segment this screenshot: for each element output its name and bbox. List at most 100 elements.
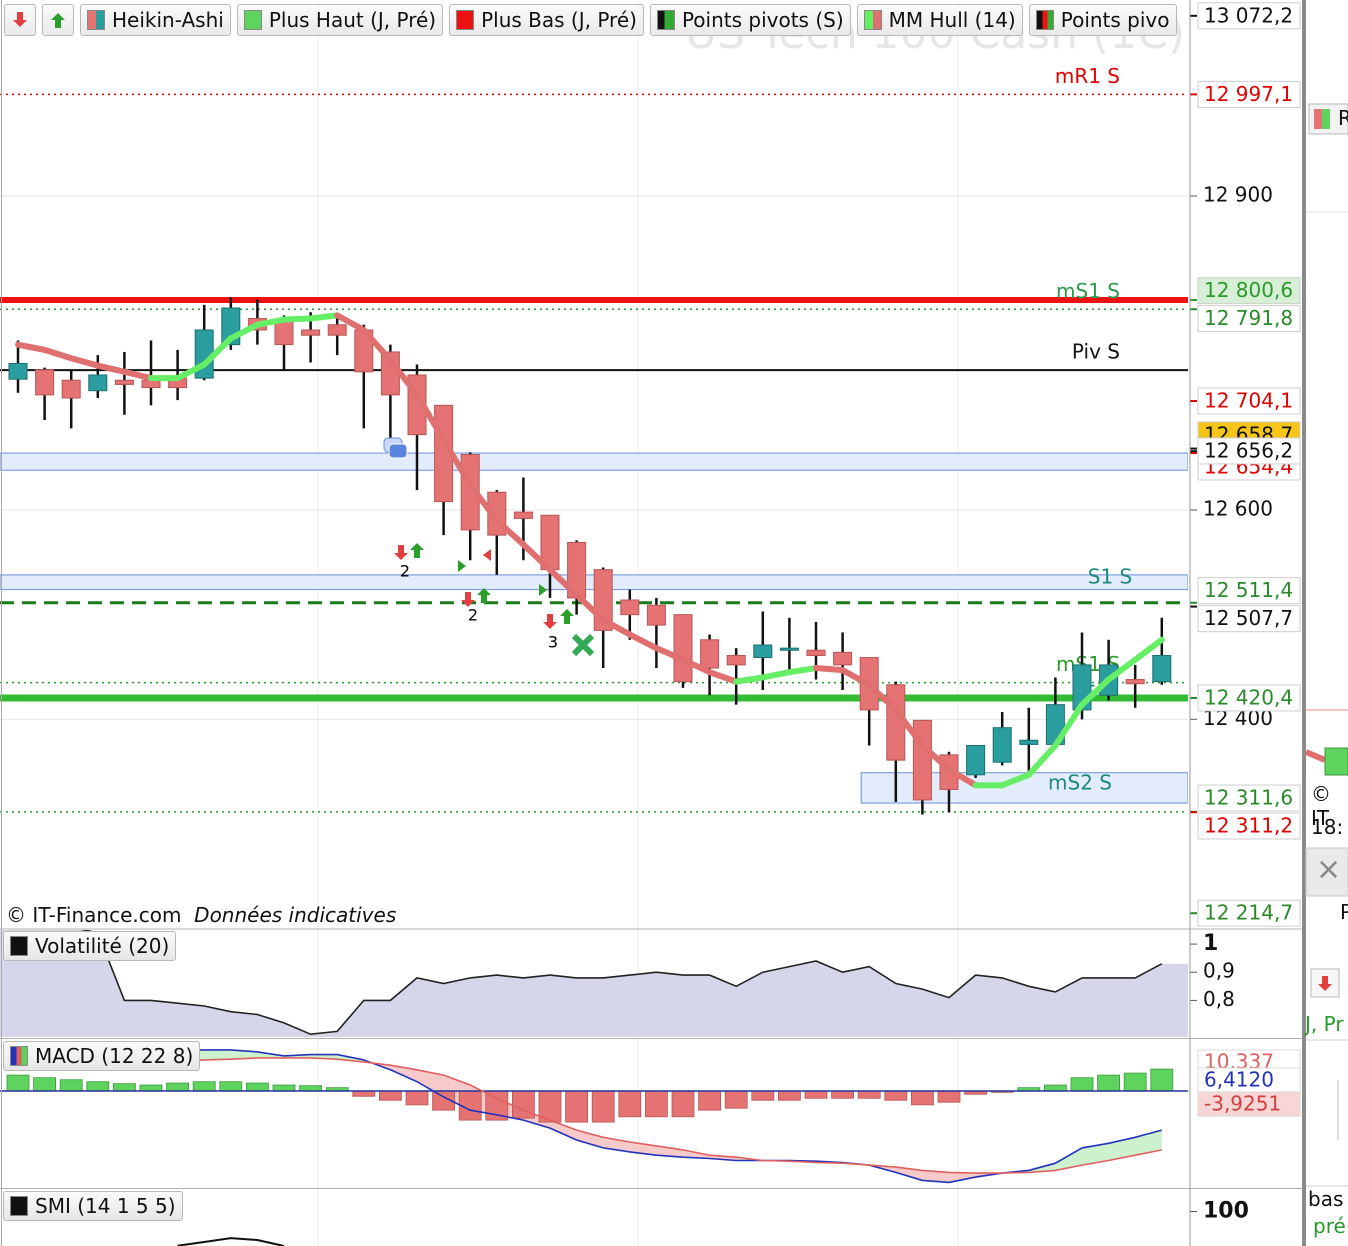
legend-item[interactable]: MM Hull (14) bbox=[856, 4, 1023, 36]
side-text: J, Pr bbox=[1305, 1012, 1344, 1036]
macd-fill bbox=[895, 1167, 923, 1181]
hull-segment bbox=[759, 669, 793, 681]
macd-fill bbox=[417, 1069, 444, 1097]
buy-arrow bbox=[477, 588, 491, 603]
legend-label: Heikin-Ashi bbox=[112, 8, 224, 32]
legend-label: Points pivo bbox=[1060, 8, 1170, 32]
candle-body bbox=[513, 511, 533, 519]
candle-body bbox=[966, 744, 986, 776]
macd-panel bbox=[0, 1049, 1188, 1184]
macd-line bbox=[17, 1057, 1162, 1174]
smi-line bbox=[177, 1237, 285, 1246]
histogram-bar bbox=[192, 1081, 216, 1092]
candle-body bbox=[8, 362, 28, 380]
price-tag-label: 12 507,7 bbox=[1204, 606, 1293, 630]
expand-button[interactable] bbox=[42, 4, 74, 36]
legend-item[interactable]: Plus Haut (J, Pré) bbox=[236, 4, 444, 36]
histogram-bar bbox=[565, 1090, 588, 1123]
hull-segment bbox=[866, 681, 899, 713]
hull-segment bbox=[520, 541, 553, 573]
legend-item[interactable]: Points pivots (S) bbox=[649, 4, 851, 36]
price-tag bbox=[1197, 784, 1301, 812]
histogram-bar bbox=[884, 1090, 908, 1101]
histogram-bar bbox=[645, 1090, 668, 1118]
macd-fill bbox=[550, 1120, 577, 1140]
histogram-bar bbox=[804, 1090, 828, 1099]
histogram-bar bbox=[778, 1090, 801, 1101]
price-tag-label: 12 511,4 bbox=[1204, 578, 1293, 602]
y-tick-label: 0,8 bbox=[1203, 987, 1235, 1011]
price-tag-label: 12 997,1 bbox=[1204, 82, 1293, 106]
price-tag-label: 12 214,7 bbox=[1204, 901, 1293, 925]
zone-band bbox=[0, 452, 1188, 471]
legend-icon bbox=[456, 10, 475, 30]
window-divider bbox=[1302, 0, 1306, 1246]
histogram-bar bbox=[1070, 1077, 1094, 1092]
side-close[interactable]: × bbox=[1316, 852, 1342, 887]
signal-count: 2 bbox=[468, 606, 478, 625]
macd-fill bbox=[656, 1145, 683, 1158]
y-tick-label: 1 bbox=[1203, 931, 1218, 956]
candle-body bbox=[274, 320, 294, 346]
panel-title: SMI (14 1 5 5) bbox=[35, 1194, 176, 1218]
legend-icon bbox=[1035, 10, 1054, 30]
hull-segment bbox=[626, 631, 660, 652]
hull-segment bbox=[68, 355, 101, 369]
legend-icon bbox=[863, 10, 882, 30]
candle-body bbox=[833, 651, 853, 666]
buy-arrow bbox=[560, 609, 574, 624]
histogram-bar bbox=[698, 1090, 721, 1111]
price-tag-label: 12 311,6 bbox=[1204, 786, 1293, 810]
price-tag-label: 13 072,2 bbox=[1204, 3, 1293, 27]
legend-item[interactable]: Points pivo bbox=[1028, 4, 1177, 36]
panel-title: MACD (12 22 8) bbox=[35, 1044, 194, 1068]
side-text: bas bbox=[1308, 1187, 1344, 1211]
legend-item[interactable]: Heikin-Ashi bbox=[80, 4, 231, 36]
source-note: © IT-Finance.com Données indicatives bbox=[6, 903, 396, 927]
comment-icon bbox=[388, 443, 408, 459]
zone-label: S1 S bbox=[1088, 565, 1132, 589]
candle-body bbox=[1019, 739, 1039, 745]
signal-count: 2 bbox=[400, 562, 410, 581]
histogram-bar bbox=[1150, 1068, 1174, 1092]
histogram-bar bbox=[113, 1083, 136, 1092]
hull-segment bbox=[360, 326, 394, 364]
side-close-bar bbox=[1305, 847, 1348, 897]
panel-label[interactable]: SMI (14 1 5 5) bbox=[3, 1191, 183, 1221]
histogram-bar bbox=[166, 1082, 190, 1092]
hull-segment bbox=[15, 341, 48, 353]
macd-fill bbox=[709, 1155, 737, 1161]
hull-segment bbox=[414, 391, 447, 443]
histogram-bar bbox=[33, 1077, 56, 1092]
signal-count: 3 bbox=[548, 633, 558, 652]
macd-fill bbox=[204, 1049, 231, 1060]
candle-body bbox=[301, 329, 321, 336]
hull-segment bbox=[467, 481, 500, 524]
hull-segment bbox=[254, 316, 287, 328]
legend-item[interactable]: Plus Bas (J, Pré) bbox=[449, 4, 644, 36]
hull-segment bbox=[1105, 656, 1139, 683]
volatility-line bbox=[80, 930, 1163, 1036]
hull-segment bbox=[334, 312, 367, 333]
hull-segment bbox=[600, 616, 633, 638]
histogram-bar bbox=[219, 1081, 243, 1092]
panel-label[interactable]: MACD (12 22 8) bbox=[3, 1041, 201, 1071]
side-window bbox=[1304, 103, 1348, 1187]
panel-label[interactable]: Volatilité (20) bbox=[3, 931, 177, 961]
hull-segment bbox=[281, 315, 314, 323]
macd-fill bbox=[576, 1130, 604, 1148]
candle-body bbox=[620, 599, 640, 616]
histogram-bar bbox=[591, 1090, 615, 1123]
hull-segment bbox=[946, 766, 979, 789]
hull-segment bbox=[94, 362, 128, 375]
price-tag bbox=[1197, 277, 1301, 305]
histogram-bar bbox=[1097, 1074, 1120, 1092]
candle-body bbox=[673, 614, 693, 683]
histogram-bar bbox=[1044, 1084, 1067, 1092]
candle-body bbox=[726, 654, 746, 666]
hull-segment bbox=[999, 771, 1032, 789]
collapse-button[interactable] bbox=[4, 4, 36, 36]
